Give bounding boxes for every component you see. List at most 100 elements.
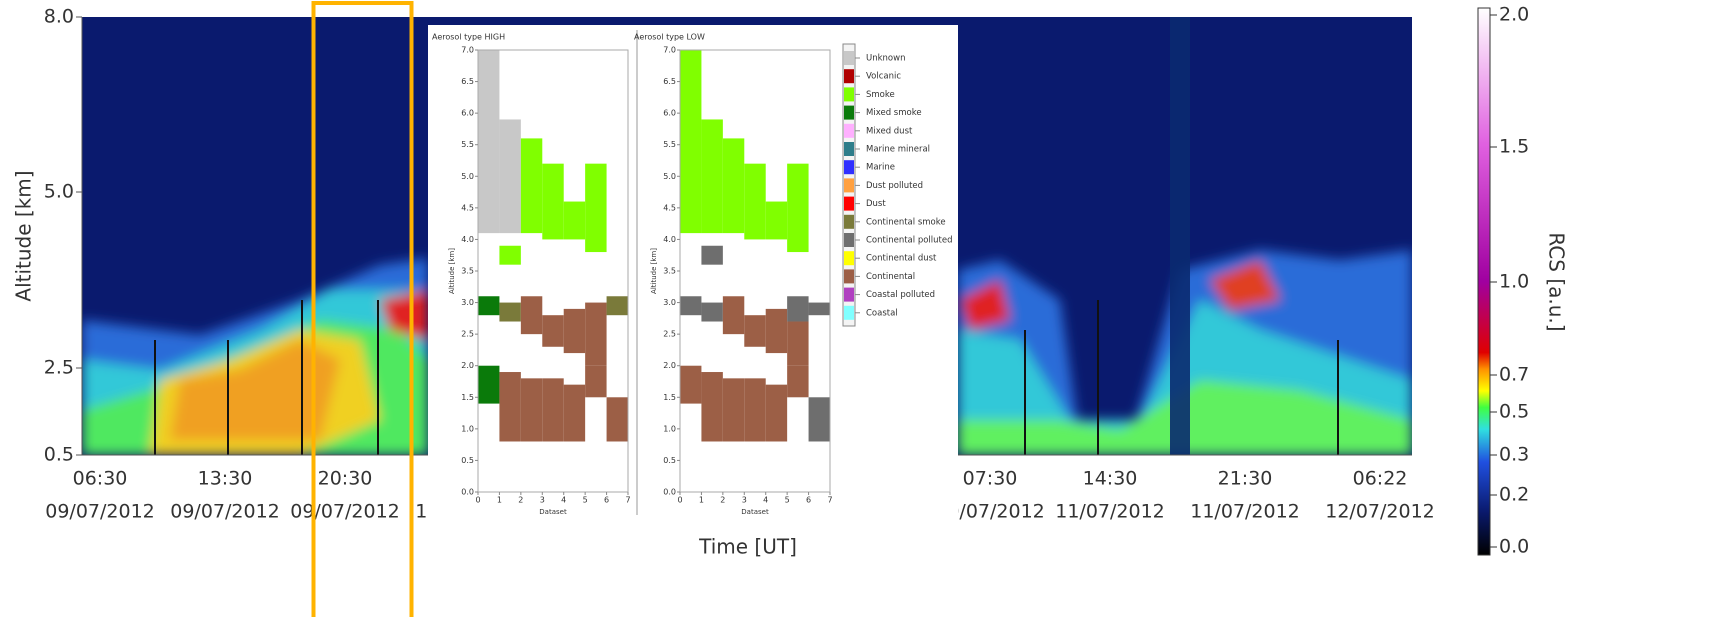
aerosol-cell bbox=[563, 201, 586, 240]
x-tick-date: 11/07/2012 bbox=[1190, 501, 1300, 523]
legend-label: Continental smoke bbox=[866, 217, 946, 227]
legend-swatch bbox=[844, 233, 854, 247]
y-tick-label: 0.5 bbox=[461, 456, 474, 465]
aerosol-cell bbox=[765, 308, 788, 354]
y-tick-label: 3.0 bbox=[461, 298, 474, 307]
legend-label: Volcanic bbox=[866, 72, 901, 82]
x-tick-label: 2 bbox=[720, 496, 725, 505]
colorbar-tick-label: 0.2 bbox=[1499, 484, 1529, 506]
aerosol-cell bbox=[499, 372, 521, 442]
aerosol-cell bbox=[701, 245, 723, 265]
y-tick-label: 5.5 bbox=[663, 140, 676, 149]
legend-swatch bbox=[844, 287, 854, 302]
y-tick-label: 6.5 bbox=[461, 77, 474, 86]
legend-label: Mixed dust bbox=[866, 126, 913, 136]
legend-swatch bbox=[844, 142, 854, 156]
legend-label: Continental dust bbox=[866, 254, 937, 264]
y-tick-label: 7.0 bbox=[663, 46, 676, 55]
aerosol-cell bbox=[563, 308, 586, 354]
aerosol-cell bbox=[787, 365, 809, 398]
aerosol-cell bbox=[499, 119, 521, 234]
aerosol-cell bbox=[787, 321, 809, 366]
y-tick-label: 8.0 bbox=[44, 6, 74, 28]
x-tick-date: 10/07/2012 bbox=[935, 501, 1045, 523]
aerosol-cell bbox=[722, 378, 745, 442]
y-tick-label: 0.0 bbox=[663, 488, 676, 497]
aerosol-cell bbox=[808, 302, 830, 316]
colorbar-tick-label: 2.0 bbox=[1499, 4, 1529, 26]
legend-label: Dust polluted bbox=[866, 181, 923, 191]
y-tick-label: 0.0 bbox=[461, 488, 474, 497]
aerosol-cell bbox=[744, 378, 766, 442]
aerosol-cell bbox=[542, 163, 564, 240]
x-tick-label: 1 bbox=[497, 496, 502, 505]
aerosol-cell bbox=[808, 397, 830, 442]
legend-swatch bbox=[844, 160, 854, 175]
legend-label: Continental bbox=[866, 272, 915, 282]
y-tick-label: 6.0 bbox=[461, 109, 474, 118]
x-tick-date: 11/07/2012 bbox=[1055, 501, 1165, 523]
colorbar-tick-label: 1.5 bbox=[1499, 136, 1529, 158]
legend-swatch bbox=[844, 269, 854, 284]
y-tick-label: 2.5 bbox=[461, 330, 474, 339]
aerosol-cell bbox=[499, 245, 521, 265]
x-tick-time: 13:30 bbox=[198, 468, 253, 490]
aerosol-cell bbox=[787, 296, 809, 322]
y-tick-label: 5.5 bbox=[461, 140, 474, 149]
aerosol-cell bbox=[701, 302, 723, 322]
x-tick-label: 5 bbox=[785, 496, 790, 505]
x-tick-date: 12/07/2012 bbox=[1325, 501, 1435, 523]
x-tick-label: 6 bbox=[806, 496, 811, 505]
x-tick-time: 07:30 bbox=[963, 468, 1018, 490]
aerosol-cell bbox=[606, 296, 628, 316]
aerosol-cell bbox=[542, 315, 564, 347]
x-tick-label: 5 bbox=[583, 496, 588, 505]
colorbar-tick-label: 0.0 bbox=[1499, 536, 1529, 558]
legend-swatch bbox=[844, 251, 854, 266]
legend-swatch bbox=[844, 105, 854, 120]
x-tick-label: 6 bbox=[604, 496, 609, 505]
y-tick-label: 4.0 bbox=[663, 235, 676, 244]
profile-gaps bbox=[154, 300, 1339, 455]
aerosol-cell bbox=[680, 296, 702, 316]
y-tick-label: 1.5 bbox=[663, 393, 676, 402]
aerosol-cell bbox=[563, 384, 586, 442]
legend-swatch bbox=[844, 178, 854, 193]
aerosol-cell bbox=[744, 315, 766, 347]
legend-swatch bbox=[844, 214, 854, 229]
legend-label: Marine bbox=[866, 163, 895, 173]
y-tick-label: 4.5 bbox=[663, 203, 676, 212]
x-tick-label: 4 bbox=[763, 496, 768, 505]
x-tick-time: 06:30 bbox=[73, 468, 128, 490]
y-tick-label: 5.0 bbox=[663, 172, 676, 181]
x-tick-time: 21:30 bbox=[1218, 468, 1273, 490]
legend-label: Coastal polluted bbox=[866, 290, 935, 300]
highlight-box bbox=[311, 1, 414, 617]
y-tick-label: 4.0 bbox=[461, 235, 474, 244]
x-tick-label: 3 bbox=[742, 496, 747, 505]
x-tick-label: 2 bbox=[518, 496, 523, 505]
aerosol-cell bbox=[520, 378, 543, 442]
x-tick-label: 4 bbox=[561, 496, 566, 505]
aerosol-cell bbox=[585, 163, 607, 253]
aerosol-inset: Aerosol type HIGH 0.0 0.5 1.0 1.5 2.0 2.5 3.0 3.… bbox=[428, 25, 958, 520]
y-tick-label: 3.5 bbox=[663, 267, 676, 276]
aerosol-cell bbox=[478, 50, 500, 234]
y-tick-label: 6.0 bbox=[663, 109, 676, 118]
x-tick-date: 09/07/2012 bbox=[170, 501, 280, 523]
colorbar-tick-label: 0.3 bbox=[1499, 444, 1529, 466]
y-tick-label: 6.5 bbox=[663, 77, 676, 86]
legend-swatch bbox=[844, 123, 854, 138]
panel-title: Aerosol type HIGH bbox=[432, 33, 505, 42]
y-tick-label: 3.5 bbox=[461, 267, 474, 276]
legend-label: Continental polluted bbox=[866, 236, 953, 246]
aerosol-cell bbox=[606, 397, 628, 442]
y-tick-label: 2.5 bbox=[44, 357, 74, 379]
x-tick-label: 0 bbox=[475, 496, 480, 505]
legend-swatch bbox=[844, 87, 854, 102]
y-tick-label: 1.5 bbox=[461, 393, 474, 402]
colorbar-tick-label: 1.0 bbox=[1499, 271, 1529, 293]
legend-label: Unknown bbox=[866, 54, 905, 64]
aerosol-cell bbox=[520, 138, 543, 234]
y-tick-label: 4.5 bbox=[461, 203, 474, 212]
